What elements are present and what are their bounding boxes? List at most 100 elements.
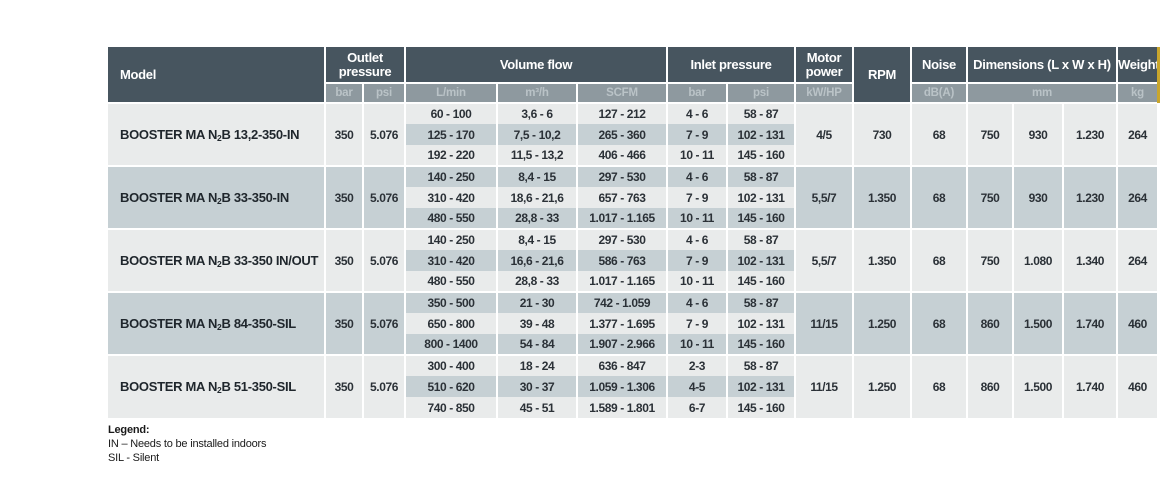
cell-motor-power: 5,5/7: [794, 228, 853, 292]
cell-rpm: 1.250: [852, 354, 911, 418]
cell-lmin: 650 - 800: [404, 313, 497, 334]
cell-m3h: 8,4 - 15: [496, 228, 577, 250]
unit-header-kg: kg: [1116, 83, 1157, 104]
legend-line-sil: SIL - Silent: [108, 452, 159, 464]
cell-scfm: 1.377 - 1.695: [576, 313, 667, 334]
cell-m3h: 16,6 - 21,6: [496, 250, 577, 271]
cell-scfm: 1.589 - 1.801: [576, 397, 667, 418]
cell-inlet-psi: 145 - 160: [726, 334, 795, 355]
cell-m3h: 8,4 - 15: [496, 165, 577, 187]
cell-rpm: 1.250: [852, 291, 911, 355]
table-subrow: 480 - 550 28,8 - 33 1.017 - 1.165 10 - 1…: [108, 271, 1157, 292]
legend-title: Legend:: [108, 424, 150, 436]
unit-header-outlet-psi: psi: [362, 83, 405, 104]
model-cell: BOOSTER MA N2B 13,2-350-IN: [108, 102, 325, 166]
cell-dim-height: 1.340: [1062, 228, 1117, 292]
cell-outlet-psi: 5.076: [362, 165, 405, 229]
legend: Legend: IN – Needs to be installed indoo…: [108, 423, 266, 465]
cell-inlet-bar: 7 - 9: [666, 250, 727, 271]
cell-lmin: 350 - 500: [404, 291, 497, 313]
unit-header-mm: mm: [966, 83, 1117, 104]
model-cell: BOOSTER MA N2B 51-350-SIL: [108, 354, 325, 418]
cell-inlet-psi: 102 - 131: [726, 187, 795, 208]
table-row: BOOSTER MA N2B 13,2-350-IN 350 5.076 60 …: [108, 102, 1157, 166]
col-header-model: Model: [108, 47, 325, 103]
cell-noise: 68: [910, 165, 967, 229]
cell-weight: 264: [1116, 102, 1157, 166]
cell-outlet-bar: 350: [324, 291, 363, 355]
cell-noise: 68: [910, 228, 967, 292]
unit-header-kwhp: kW/HP: [794, 83, 853, 104]
cell-scfm: 297 - 530: [576, 228, 667, 250]
cell-inlet-psi: 58 - 87: [726, 165, 795, 187]
cell-inlet-bar: 7 - 9: [666, 313, 727, 334]
col-header-noise: Noise: [910, 47, 967, 84]
cell-noise: 68: [910, 102, 967, 166]
model-cell: BOOSTER MA N2B 84-350-SIL: [108, 291, 325, 355]
col-header-outlet-pressure: Outlet pressure: [324, 47, 405, 84]
model-name-suffix: B 51-350-SIL: [221, 379, 296, 394]
cell-inlet-psi: 102 - 131: [726, 376, 795, 397]
unit-header-scfm: SCFM: [576, 83, 667, 104]
cell-scfm: 127 - 212: [576, 102, 667, 124]
cell-outlet-psi: 5.076: [362, 291, 405, 355]
table-row: BOOSTER MA N2B 84-350-SIL 350 5.076 350 …: [108, 291, 1157, 355]
booster-spec-table: Model Outlet pressure Volume flow Inlet …: [108, 47, 1157, 418]
cell-inlet-psi: 145 - 160: [726, 271, 795, 292]
cell-inlet-bar: 7 - 9: [666, 187, 727, 208]
col-header-weight: Weight: [1116, 47, 1157, 84]
cell-inlet-psi: 58 - 87: [726, 102, 795, 124]
cell-inlet-psi: 145 - 160: [726, 145, 795, 166]
cell-lmin: 800 - 1400: [404, 334, 497, 355]
table-subrow: 310 - 420 16,6 - 21,6 586 - 763 7 - 9 10…: [108, 250, 1157, 271]
cell-m3h: 39 - 48: [496, 313, 577, 334]
cell-dim-length: 860: [966, 291, 1013, 355]
cell-lmin: 192 - 220: [404, 145, 497, 166]
cell-dim-height: 1.740: [1062, 354, 1117, 418]
table-subrow: 650 - 800 39 - 48 1.377 - 1.695 7 - 9 10…: [108, 313, 1157, 334]
model-name-prefix: BOOSTER MA N: [120, 315, 218, 331]
cell-lmin: 140 - 250: [404, 165, 497, 187]
cell-inlet-bar: 10 - 11: [666, 145, 727, 166]
cell-dim-width: 1.500: [1012, 354, 1063, 418]
cell-motor-power: 11/15: [794, 354, 853, 418]
model-name-suffix: B 84-350-SIL: [221, 315, 296, 331]
cell-inlet-bar: 4 - 6: [666, 102, 727, 124]
unit-header-outlet-bar: bar: [324, 83, 363, 104]
cell-weight: 264: [1116, 165, 1157, 229]
cell-noise: 68: [910, 291, 967, 355]
cell-scfm: 1.017 - 1.165: [576, 208, 667, 229]
model-name-prefix: BOOSTER MA N: [120, 126, 218, 142]
cell-inlet-bar: 4-5: [666, 376, 727, 397]
table-row: BOOSTER MA N2B 33-350 IN/OUT 350 5.076 1…: [108, 228, 1157, 292]
cell-scfm: 265 - 360: [576, 124, 667, 145]
cell-rpm: 730: [852, 102, 911, 166]
cell-weight: 264: [1116, 228, 1157, 292]
cell-lmin: 60 - 100: [404, 102, 497, 124]
table-subrow: 192 - 220 11,5 - 13,2 406 - 466 10 - 11 …: [108, 145, 1157, 166]
cell-dim-length: 750: [966, 165, 1013, 229]
cell-m3h: 30 - 37: [496, 376, 577, 397]
cell-rpm: 1.350: [852, 228, 911, 292]
cell-lmin: 740 - 850: [404, 397, 497, 418]
cell-inlet-psi: 58 - 87: [726, 354, 795, 376]
header-row-titles: Model Outlet pressure Volume flow Inlet …: [108, 47, 1157, 103]
cell-lmin: 125 - 170: [404, 124, 497, 145]
cell-dim-height: 1.230: [1062, 102, 1117, 166]
cell-outlet-psi: 5.076: [362, 354, 405, 418]
cell-inlet-bar: 2-3: [666, 354, 727, 376]
table-body: BOOSTER MA N2B 13,2-350-IN 350 5.076 60 …: [108, 102, 1157, 418]
cell-m3h: 18,6 - 21,6: [496, 187, 577, 208]
cell-scfm: 636 - 847: [576, 354, 667, 376]
cell-m3h: 3,6 - 6: [496, 102, 577, 124]
cell-scfm: 742 - 1.059: [576, 291, 667, 313]
table-subrow: 740 - 850 45 - 51 1.589 - 1.801 6-7 145 …: [108, 397, 1157, 418]
cell-weight: 460: [1116, 354, 1157, 418]
cell-dim-height: 1.230: [1062, 165, 1117, 229]
cell-scfm: 1.907 - 2.966: [576, 334, 667, 355]
header-row-units: bar psi L/min m³/h SCFM bar psi kW/HP dB…: [108, 83, 1157, 104]
cell-m3h: 45 - 51: [496, 397, 577, 418]
table-row: BOOSTER MA N2B 33-350-IN 350 5.076 140 -…: [108, 165, 1157, 229]
table-subrow: 800 - 1400 54 - 84 1.907 - 2.966 10 - 11…: [108, 334, 1157, 355]
